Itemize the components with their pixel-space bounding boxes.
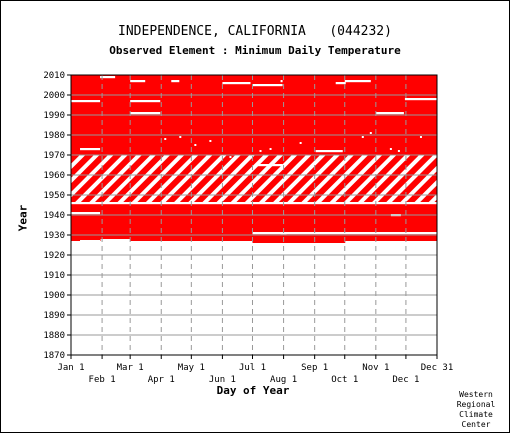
missing-point: [164, 138, 167, 140]
y-tick-label: 1930: [43, 231, 65, 241]
missing-segment: [71, 202, 437, 205]
y-tick-label: 1960: [43, 171, 65, 181]
y-tick-label: 1870: [43, 351, 65, 361]
credit-text: Western Regional Climate Center: [446, 390, 506, 430]
x-tick-label: Jan 1: [57, 363, 84, 373]
missing-point: [209, 140, 212, 142]
missing-segment: [80, 148, 101, 151]
missing-segment: [280, 80, 283, 83]
missing-point: [394, 180, 397, 182]
missing-point: [299, 142, 302, 144]
y-tick-label: 1970: [43, 151, 65, 161]
missing-point: [229, 156, 232, 158]
x-tick-label: Nov 1: [362, 363, 389, 373]
missing-segment: [375, 112, 404, 115]
missing-segment: [344, 80, 371, 83]
y-tick-label: 1880: [43, 331, 65, 341]
missing-segment: [71, 212, 101, 215]
x-tick-label: Jun 1: [209, 375, 236, 385]
missing-point: [259, 150, 262, 152]
x-tick-label: Jul 1: [239, 363, 266, 373]
missing-point: [269, 148, 272, 150]
y-tick-label: 1990: [43, 111, 65, 121]
missing-segment: [80, 240, 101, 243]
missing-point: [389, 170, 392, 172]
missing-point: [194, 144, 197, 146]
credit-line: Western: [459, 390, 493, 399]
striped-band: [71, 155, 437, 203]
y-tick-label: 1950: [43, 191, 65, 201]
credit-line: Center: [461, 420, 491, 429]
missing-segment: [280, 232, 287, 235]
missing-segment: [256, 164, 283, 167]
credit-line: Regional: [456, 400, 496, 409]
missing-segment: [171, 80, 180, 83]
x-axis-label: Day of Year: [216, 384, 290, 397]
missing-point: [419, 136, 422, 138]
y-tick-label: 2010: [43, 71, 65, 81]
missing-point: [361, 136, 364, 138]
chart-subtitle: Observed Element : Minimum Daily Tempera…: [109, 44, 401, 57]
y-tick-label: 2000: [43, 91, 65, 101]
missing-segment: [130, 112, 161, 115]
missing-segment: [252, 84, 283, 87]
x-tick-label: Dec 1: [392, 375, 419, 385]
y-tick-label: 1890: [43, 311, 65, 321]
y-tick-label: 1900: [43, 291, 65, 301]
chart-title: INDEPENDENCE, CALIFORNIA (044232): [118, 24, 392, 39]
y-tick-label: 1920: [43, 251, 65, 261]
y-tick-label: 1980: [43, 131, 65, 141]
x-tick-label: Aug 1: [270, 375, 297, 385]
x-tick-label: Mar 1: [117, 363, 144, 373]
x-tick-label: Sep 1: [301, 363, 328, 373]
missing-point: [397, 150, 400, 152]
credit-line: Climate: [459, 410, 493, 419]
missing-point: [369, 132, 372, 134]
missing-segment: [100, 76, 116, 79]
y-tick-label: 1940: [43, 211, 65, 221]
missing-segment: [71, 100, 101, 103]
y-tick-label: 1910: [43, 271, 65, 281]
missing-segment: [130, 80, 146, 83]
x-tick-label: Apr 1: [148, 375, 175, 385]
missing-segment: [130, 100, 161, 103]
x-tick-label: May 1: [178, 363, 205, 373]
missing-point: [389, 148, 392, 150]
missing-segment: [222, 82, 251, 85]
missing-segment: [315, 150, 343, 153]
missing-segment: [335, 82, 346, 85]
missing-point: [179, 136, 182, 138]
x-tick-label: Oct 1: [331, 375, 358, 385]
missing-segment: [404, 98, 437, 101]
x-tick-label: Dec 31: [421, 363, 454, 373]
x-tick-label: Feb 1: [89, 375, 116, 385]
missing-segment: [252, 232, 437, 235]
